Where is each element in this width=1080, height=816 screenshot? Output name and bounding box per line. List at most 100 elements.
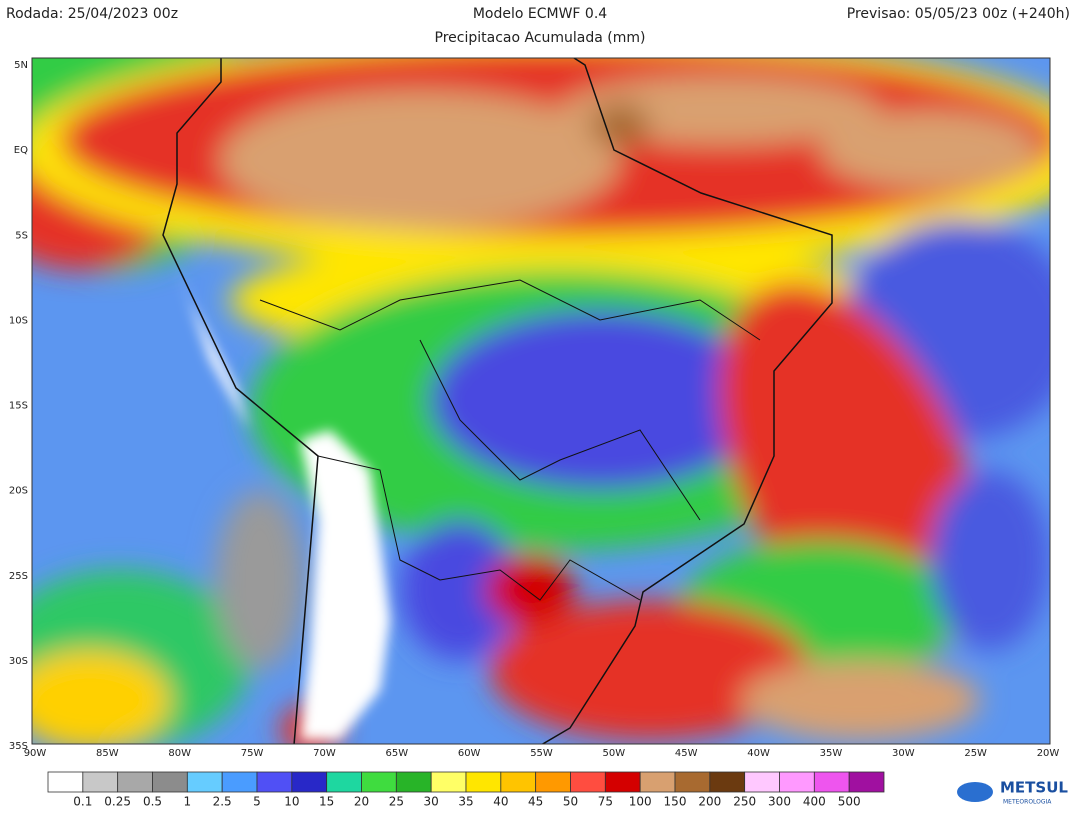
- legend-swatch: [221, 771, 258, 793]
- blob: [32, 650, 170, 744]
- legend-label: 0.1: [73, 795, 92, 809]
- andes-dry-area: [300, 430, 390, 740]
- blob: [740, 660, 980, 740]
- legend-swatch: [256, 771, 293, 793]
- legend-swatch: [848, 771, 885, 793]
- coast-dry-area: [175, 260, 250, 430]
- legend-swatch: [604, 771, 641, 793]
- blob: [400, 520, 520, 660]
- legend-swatch: [117, 771, 153, 793]
- legend-label: 40: [493, 795, 508, 809]
- logo-tagline: METEOROLOGIA: [1003, 799, 1052, 806]
- legend-label: 200: [698, 795, 721, 809]
- border: [419, 339, 701, 521]
- legend-swatch: [779, 771, 815, 793]
- legend-label: 250: [733, 795, 756, 809]
- precipitation-field: [32, 58, 1050, 744]
- legend-label: 45: [528, 795, 543, 809]
- lon-label: 25W: [964, 748, 987, 759]
- legend-label: 25: [389, 795, 404, 809]
- legend-label: 10: [284, 795, 299, 809]
- lat-label: 5N: [14, 60, 28, 71]
- legend-label: 20: [354, 795, 369, 809]
- lon-label: 20W: [1037, 748, 1060, 759]
- legend-label: 5: [253, 795, 261, 809]
- border: [259, 279, 761, 341]
- border: [317, 455, 641, 601]
- legend-label: 400: [803, 795, 826, 809]
- lat-label: 20S: [9, 486, 28, 497]
- lat-label: 30S: [9, 656, 28, 667]
- legend-swatch: [395, 771, 432, 793]
- legend-swatch: [639, 771, 676, 793]
- logo: METSUL METEOROLOGIA: [957, 779, 1068, 806]
- legend-swatch: [152, 771, 188, 793]
- lon-label: 45W: [675, 748, 698, 759]
- lon-labels: 90W 85W 80W 75W 70W 65W 60W 55W 50W 45W 40W 35W 30W 2…: [24, 748, 1060, 759]
- legend-swatch: [570, 771, 606, 793]
- lon-label: 40W: [747, 748, 770, 759]
- lon-label: 30W: [892, 748, 915, 759]
- lon-label: 65W: [385, 748, 408, 759]
- legend-label: 30: [424, 795, 439, 809]
- legend-swatch: [430, 771, 467, 793]
- blob: [490, 600, 810, 740]
- lat-labels: 5N EQ 5S 10S 15S 20S 25S 30S 35S: [9, 60, 28, 752]
- legend-swatch: [500, 771, 537, 793]
- legend-swatch: [709, 771, 746, 793]
- blob: [430, 310, 770, 490]
- map-subtitle: Precipitacao Acumulada (mm): [435, 30, 646, 46]
- legend-swatch: [465, 771, 502, 793]
- blob: [930, 470, 1050, 650]
- legend-label: 1: [184, 795, 192, 809]
- run-time: Rodada: 25/04/2023 00z: [6, 6, 178, 22]
- legend: 0.1 0.25 0.5 1 2.5 5 10 15 20 25 30 35 40 45 50 75 100 15…: [47, 771, 885, 809]
- legend-label: 75: [598, 795, 613, 809]
- lon-label: 90W: [24, 748, 47, 759]
- lon-label: 60W: [458, 748, 481, 759]
- legend-label: 0.5: [143, 795, 162, 809]
- lat-label: 35S: [9, 741, 28, 752]
- legend-label: 150: [664, 795, 687, 809]
- legend-label: 50: [563, 795, 578, 809]
- legend-swatch: [744, 771, 780, 793]
- legend-swatch: [291, 771, 328, 793]
- legend-label: 300: [768, 795, 791, 809]
- lon-label: 70W: [313, 748, 336, 759]
- lat-label: 5S: [15, 230, 28, 241]
- logo-name: METSUL: [1000, 779, 1068, 797]
- legend-label: 35: [458, 795, 473, 809]
- map-title: Modelo ECMWF 0.4: [473, 6, 607, 22]
- legend-swatch: [813, 771, 850, 793]
- legend-label: 100: [629, 795, 652, 809]
- lat-label: EQ: [14, 145, 28, 156]
- legend-swatch: [82, 771, 119, 793]
- lon-label: 55W: [530, 748, 553, 759]
- lon-label: 35W: [820, 748, 843, 759]
- legend-swatch: [674, 771, 711, 793]
- blob: [215, 490, 305, 670]
- legend-swatch: [361, 771, 397, 793]
- lat-label: 25S: [9, 571, 28, 582]
- field-blobs: [32, 58, 1050, 744]
- lat-label: 15S: [9, 401, 28, 412]
- lon-label: 80W: [168, 748, 191, 759]
- blob: [820, 110, 1040, 190]
- blob: [590, 103, 650, 147]
- legend-swatch: [186, 771, 223, 793]
- lon-label: 50W: [603, 748, 626, 759]
- forecast-time: Previsao: 05/05/23 00z (+240h): [847, 6, 1070, 22]
- map-frame: [31, 57, 1051, 745]
- legend-swatch: [47, 771, 84, 793]
- legend-swatch: [535, 771, 571, 793]
- legend-label: 2.5: [213, 795, 232, 809]
- lon-label: 75W: [241, 748, 264, 759]
- blob: [220, 90, 620, 230]
- blob: [485, 555, 575, 625]
- legend-label: 0.25: [104, 795, 131, 809]
- legend-label: 500: [838, 795, 861, 809]
- logo-globe: [957, 782, 993, 802]
- coastline: [162, 58, 833, 744]
- legend-swatch: [326, 771, 362, 793]
